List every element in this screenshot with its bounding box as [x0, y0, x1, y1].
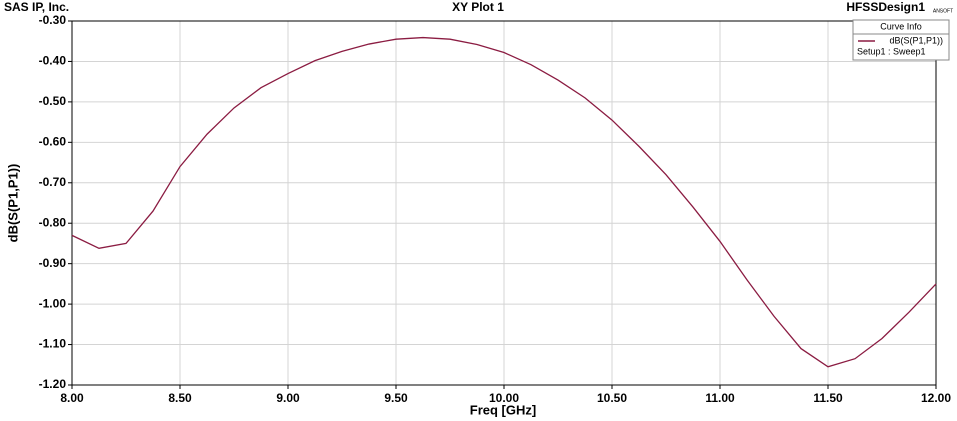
y-tick-label: -0.80 — [39, 215, 67, 229]
y-tick-label: -0.90 — [39, 256, 67, 270]
y-tick-label: -0.50 — [39, 94, 67, 108]
y-tick-label: -1.20 — [39, 377, 67, 391]
y-tick-label: -0.40 — [39, 54, 67, 68]
x-tick-label: 11.00 — [705, 391, 735, 405]
x-tick-label: 11.50 — [813, 391, 843, 405]
legend-setup: Setup1 : Sweep1 — [857, 46, 926, 56]
x-axis-label: Freq [GHz] — [470, 402, 536, 417]
y-axis-label: dB(S(P1,P1)) — [5, 164, 20, 243]
legend-title: Curve Info — [880, 21, 922, 31]
design-name: HFSSDesign1 — [846, 0, 925, 14]
x-tick-label: 8.00 — [60, 391, 84, 405]
y-tick-label: -0.60 — [39, 135, 67, 149]
legend-box — [852, 19, 950, 61]
x-tick-label: 10.50 — [597, 391, 627, 405]
y-tick-label: -1.10 — [39, 337, 67, 351]
x-tick-label: 10.00 — [489, 391, 519, 405]
y-tick-label: -0.30 — [39, 13, 67, 27]
chart-title: XY Plot 1 — [452, 0, 504, 14]
x-tick-label: 12.00 — [921, 391, 951, 405]
y-tick-label: -1.00 — [39, 296, 67, 310]
legend-label: dB(S(P1,P1)) — [889, 35, 943, 45]
company: SAS IP, Inc. — [4, 0, 69, 14]
plot-frame — [71, 20, 937, 386]
x-tick-label: 8.50 — [168, 391, 192, 405]
x-tick-label: 9.50 — [384, 391, 408, 405]
data-line — [71, 36, 937, 368]
logo: ANSOFT — [933, 8, 953, 14]
x-tick-label: 9.00 — [276, 391, 300, 405]
y-tick-label: -0.70 — [39, 175, 67, 189]
